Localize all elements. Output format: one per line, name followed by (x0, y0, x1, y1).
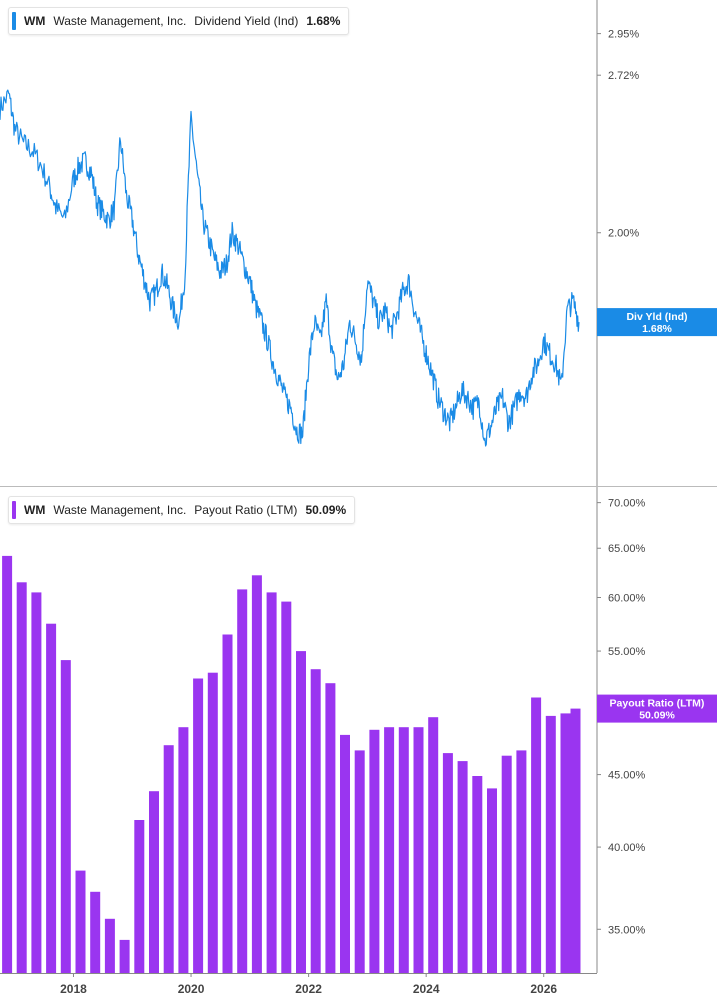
payout-ratio-bar (222, 634, 233, 973)
payout-ratio-tag-label: Payout Ratio (LTM) (610, 698, 705, 710)
payout-y-tick-label: 55.00% (608, 646, 646, 658)
payout-ratio-bar (296, 651, 306, 973)
dividend-yield-axis: 2.95% 2.72% 2.00% (597, 29, 639, 240)
legend-value: 50.09% (305, 503, 347, 517)
payout-ratio-bar (2, 555, 13, 973)
payout-ratio-bar (104, 918, 115, 973)
payout-ratio-bar (163, 745, 174, 973)
dividend-yield-swatch (12, 12, 16, 30)
dividend-yield-line (0, 89, 580, 447)
payout-ratio-axis: 70.00% 65.00% 60.00% 55.00% 45.00% 40.00% 35.0… (597, 498, 646, 936)
payout-ratio-bar (472, 776, 483, 973)
payout-ratio-bar (428, 717, 439, 973)
payout-ratio-bar (570, 708, 581, 973)
payout-ratio-bar (531, 697, 542, 973)
payout-ratio-bar (369, 729, 380, 973)
payout-ratio-tag-value: 50.09% (639, 710, 675, 722)
payout-ratio-bar (281, 601, 292, 973)
payout-ratio-tag (597, 694, 717, 723)
x-tick-label: 2018 (60, 982, 87, 996)
payout-ratio-bar (46, 623, 57, 973)
dividend-yield-plot (0, 89, 580, 447)
payout-ratio-legend: WM Waste Management, Inc. Payout Ratio (… (8, 496, 356, 524)
payout-ratio-bar (193, 678, 204, 973)
payout-ratio-bar (384, 727, 395, 973)
payout-ratio-bar (545, 715, 556, 973)
yield-y-tick-label: 2.72% (608, 70, 639, 82)
payout-y-tick-label: 40.00% (608, 842, 646, 854)
payout-ratio-bar (237, 589, 248, 973)
payout-ratio-bar (178, 727, 189, 973)
payout-y-tick-label: 70.00% (608, 498, 646, 510)
payout-ratio-bar (149, 791, 159, 973)
payout-ratio-bar (31, 592, 42, 973)
dividend-yield-tag (597, 308, 717, 337)
x-tick-label: 2026 (530, 982, 557, 996)
payout-ratio-bar (134, 820, 145, 973)
payout-y-tick-label: 35.00% (608, 924, 646, 936)
dividend-yield-tag-value: 1.68% (642, 323, 672, 335)
payout-ratio-bar (310, 669, 321, 973)
payout-ratio-bar (457, 761, 468, 973)
payout-ratio-bar (442, 753, 453, 973)
payout-ratio-bar (75, 870, 86, 973)
payout-ratio-plot (2, 555, 581, 973)
payout-ratio-bar (266, 592, 277, 973)
legend-company: Waste Management, Inc. (53, 14, 187, 28)
x-tick-label: 2022 (295, 982, 322, 996)
payout-y-tick-label: 45.00% (608, 770, 646, 782)
legend-company: Waste Management, Inc. (53, 503, 187, 517)
payout-ratio-bar (60, 660, 71, 973)
payout-ratio-bar (354, 750, 365, 973)
payout-ratio-bar (501, 755, 512, 973)
dividend-yield-legend: WM Waste Management, Inc. Dividend Yield… (8, 7, 350, 35)
legend-ticker: WM (24, 14, 46, 28)
payout-y-tick-label: 65.00% (608, 543, 646, 555)
payout-ratio-bar (398, 727, 409, 973)
payout-ratio-bar (207, 672, 218, 973)
payout-ratio-bar (16, 582, 27, 973)
payout-ratio-bar (340, 734, 350, 973)
payout-ratio-bar (413, 727, 424, 973)
payout-ratio-bar (560, 713, 571, 973)
payout-y-tick-label: 60.00% (608, 593, 646, 605)
payout-ratio-bar (487, 788, 497, 973)
current-value-tags: Div Yld (Ind)1.68% Payout Ratio (LTM)50.0… (597, 308, 717, 723)
payout-ratio-bar (516, 750, 527, 973)
legend-metric: Payout Ratio (LTM) (194, 503, 298, 517)
time-axis: 2018 2020 2022 2024 2026 (60, 973, 557, 996)
yield-y-tick-label: 2.00% (608, 228, 639, 240)
payout-ratio-bar (119, 939, 130, 973)
x-tick-label: 2020 (178, 982, 205, 996)
payout-ratio-bar (90, 891, 101, 973)
chart-frame (0, 0, 717, 974)
legend-ticker: WM (24, 503, 46, 517)
x-tick-label: 2024 (413, 982, 440, 996)
dividend-yield-tag-label: Div Yld (Ind) (626, 311, 687, 323)
payout-ratio-bar (325, 683, 336, 973)
legend-metric: Dividend Yield (Ind) (194, 14, 299, 28)
legend-value: 1.68% (306, 14, 341, 28)
payout-ratio-swatch (12, 501, 16, 519)
yield-y-tick-label: 2.95% (608, 29, 639, 41)
payout-ratio-bar (251, 575, 262, 973)
